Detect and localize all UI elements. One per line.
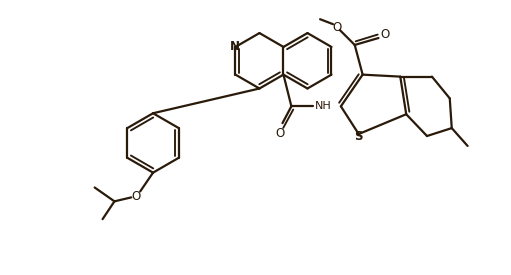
Text: N: N: [229, 40, 240, 53]
Text: O: O: [132, 190, 141, 203]
Text: NH: NH: [315, 101, 332, 111]
Text: S: S: [355, 130, 363, 142]
Text: O: O: [381, 28, 390, 40]
Text: O: O: [275, 126, 284, 139]
Text: O: O: [332, 21, 341, 34]
